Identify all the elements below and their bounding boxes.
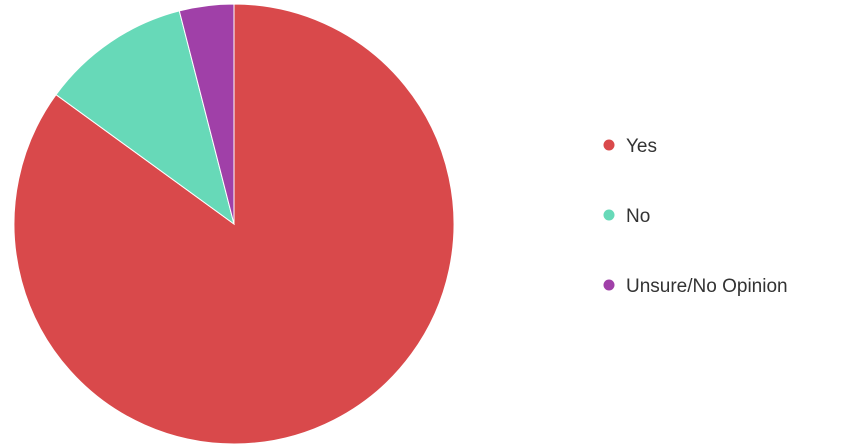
legend-label-yes: Yes (626, 136, 657, 157)
legend-marker-no (603, 209, 615, 221)
legend-marker-unsure-no-opinion (603, 279, 615, 291)
pie-slice-unsure-no-opinion (178, 3, 235, 225)
pie-slices (13, 3, 455, 445)
legend-label-unsure-no-opinion: Unsure/No Opinion (626, 276, 788, 297)
pie-slice-no (55, 10, 235, 226)
legend-label-no: No (626, 206, 650, 227)
legend-marker-yes (603, 139, 615, 151)
legend: Yes No Unsure/No Opinion (603, 136, 788, 297)
